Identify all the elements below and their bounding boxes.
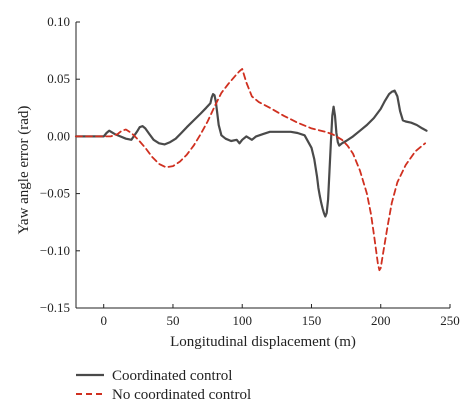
y-tick-label: 0.05 — [47, 71, 70, 86]
y-tick-label: −0.10 — [40, 243, 70, 258]
x-tick-label: 100 — [232, 313, 252, 328]
x-tick-label: 200 — [371, 313, 391, 328]
legend-label-no-coordinated: No coordinated control — [112, 387, 251, 403]
y-axis-title: Yaw angle error (rad) — [16, 106, 32, 235]
y-axis-ticks: 0.10 0.05 0.00 −0.05 −0.10 −0.15 — [40, 14, 80, 315]
y-tick-label: −0.15 — [40, 300, 70, 315]
x-tick-label: 0 — [100, 313, 107, 328]
x-tick-label: 250 — [440, 313, 460, 328]
y-tick-label: −0.05 — [40, 186, 70, 201]
legend-label-coordinated: Coordinated control — [112, 368, 232, 384]
y-tick-label: 0.00 — [47, 128, 70, 143]
x-tick-label: 150 — [302, 313, 322, 328]
x-axis-title: Longitudinal displacement (m) — [170, 334, 356, 350]
x-axis-ticks: 0 50 100 150 200 250 — [100, 304, 460, 328]
series-line-no-coordinated — [75, 68, 427, 272]
y-tick-label: 0.10 — [47, 14, 70, 29]
series-layer — [74, 68, 428, 272]
x-tick-label: 50 — [166, 313, 179, 328]
plot-frame — [75, 22, 450, 309]
series-line-coordinated — [74, 89, 428, 218]
legend: Coordinated control No coordinated contr… — [76, 368, 251, 403]
